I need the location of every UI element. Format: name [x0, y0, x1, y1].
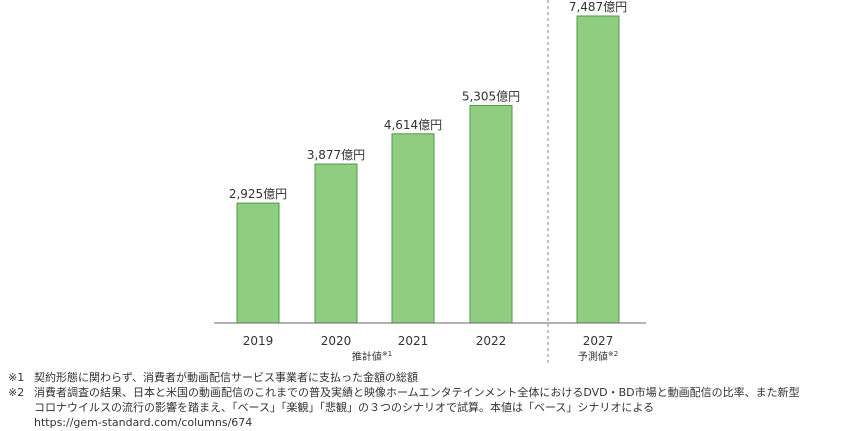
group-label-estimate: 推計値※1 — [352, 350, 392, 363]
tick-labels-group: 2019 2020 2021 2022 2027 — [243, 334, 614, 348]
footnote-2: ※2 消費者調査の結果、日本と米国の動画配信のこれまでの普及実績と映像ホームエン… — [8, 385, 864, 400]
footnote-mark: ※2 — [8, 386, 25, 399]
tick-label-2027: 2027 — [583, 334, 614, 348]
footnote-mark — [8, 400, 34, 415]
value-label-2020: 3,877億円 — [307, 148, 365, 162]
value-label-2027: 7,487億円 — [569, 0, 627, 14]
value-label-2019: 2,925億円 — [229, 187, 287, 201]
value-labels-group: 2,925億円 3,877億円 4,614億円 5,305億円 7,487億円 — [229, 0, 627, 201]
group-label-forecast: 予測値※2 — [578, 350, 618, 363]
value-label-2021: 4,614億円 — [384, 118, 442, 132]
footnote-text: 契約形態に関わらず、消費者が動画配信サービス事業者に支払った金額の総額 — [34, 371, 419, 384]
bar-2022 — [469, 104, 513, 324]
footnote-text: 消費者調査の結果、日本と米国の動画配信のこれまでの普及実績と映像ホームエンタテイ… — [34, 386, 800, 399]
tick-label-2019: 2019 — [243, 334, 274, 348]
footnotes: ※1 契約形態に関わらず、消費者が動画配信サービス事業者に支払った金額の総額 ※… — [8, 370, 864, 430]
bar-2020 — [314, 163, 358, 324]
bars-group — [236, 15, 620, 324]
tick-label-2020: 2020 — [321, 334, 352, 348]
footnote-1: ※1 契約形態に関わらず、消費者が動画配信サービス事業者に支払った金額の総額 — [8, 370, 864, 385]
bar-2021 — [391, 133, 435, 324]
footnote-text: コロナウイルスの流行の影響を踏まえ、「ベース」「楽観」「悲観」の３つのシナリオで… — [34, 401, 655, 414]
tick-label-2021: 2021 — [398, 334, 429, 348]
footnote-2-continued: コロナウイルスの流行の影響を踏まえ、「ベース」「楽観」「悲観」の３つのシナリオで… — [8, 400, 864, 415]
footnote-mark: ※1 — [8, 371, 25, 384]
bar-2019 — [236, 202, 280, 324]
tick-label-2022: 2022 — [476, 334, 507, 348]
source-url: https://gem-standard.com/columns/674 — [34, 416, 253, 429]
bar-chart: 2,925億円 3,877億円 4,614億円 5,305億円 7,487億円 2019… — [214, 0, 646, 366]
value-label-2022: 5,305億円 — [462, 89, 520, 103]
bar-2027 — [576, 15, 620, 324]
